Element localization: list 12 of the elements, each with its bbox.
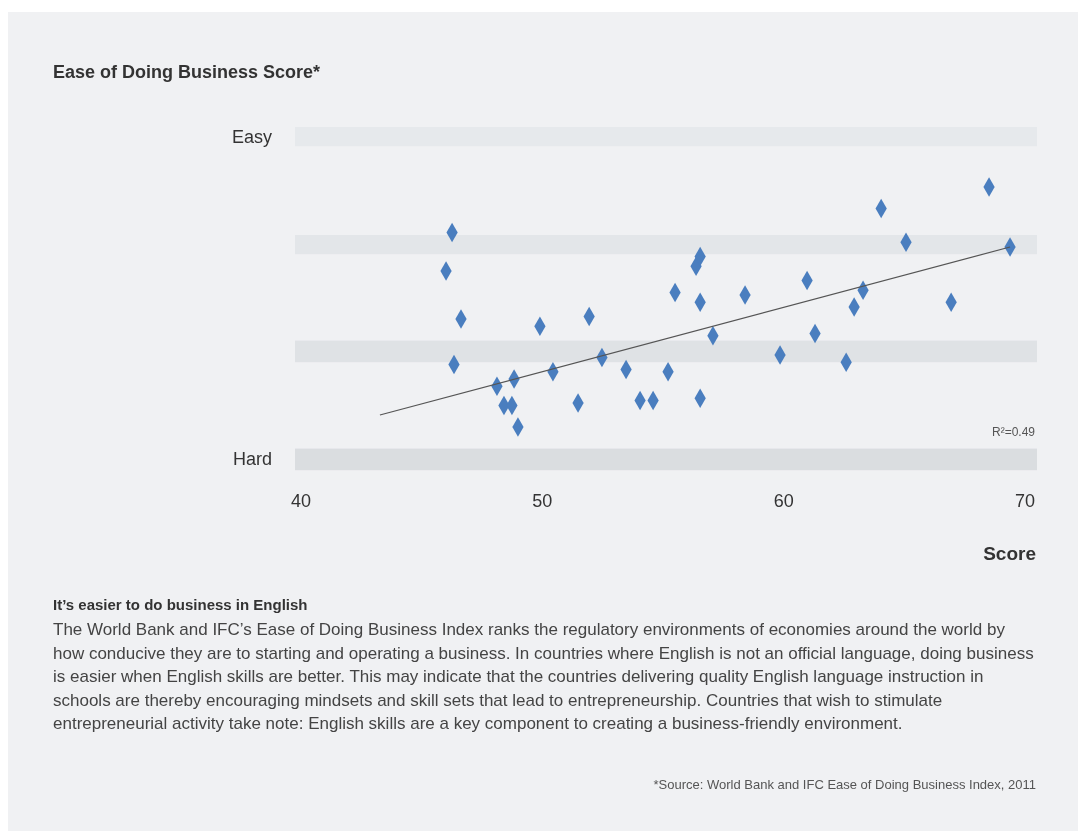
text: *Source: World Bank and IFC Ease of Doing Business Index, 2011 xyxy=(653,777,1036,792)
text: Hard xyxy=(232,448,272,469)
x-tick-label: 60 xyxy=(773,491,794,511)
x-axis-title: Score xyxy=(983,543,1036,564)
x-tick-label: 50 xyxy=(532,491,553,511)
text: It’s easier to do business in English xyxy=(53,596,308,613)
text: Easy xyxy=(231,126,272,147)
x-tick-label: 40 xyxy=(290,491,312,511)
annotation: R²=0.49 xyxy=(991,425,1036,439)
x-tick-label: 70 xyxy=(1014,491,1036,511)
text: The World Bank and IFC’s Ease of Doing Business Index ranks the regulatory environments of economies around the world by how conducive they are to starting and operating a business. In countries where English is not an official language, doing business is easier when English skills are better. This may indicate that the countries delivering quality English language instruction in schools are thereby encouraging mindsets and skill sets that lead to entrepreneurship. Countries that wish to stimulate entrepreneurial activity take note: English skills are a key component to creating a business-friendly environment. xyxy=(53,620,1034,733)
chart-title: Ease of Doing Business Score* xyxy=(53,62,321,82)
